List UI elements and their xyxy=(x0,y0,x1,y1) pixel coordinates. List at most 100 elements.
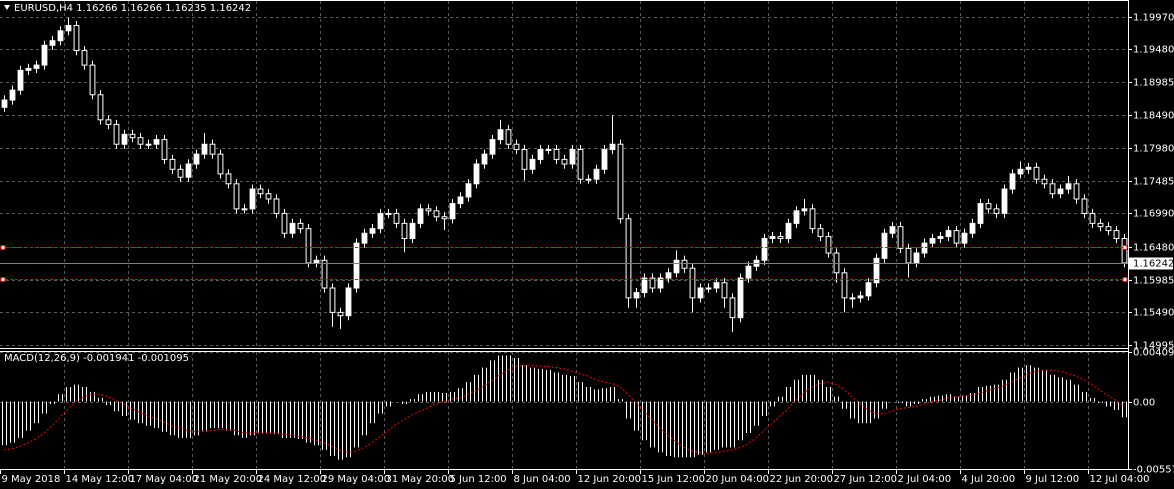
candle-body xyxy=(593,168,600,180)
candle-body xyxy=(49,40,56,46)
indicator-title: MACD(12,26,9) -0.001941 -0.001095 xyxy=(4,353,189,364)
candle-body xyxy=(569,149,576,165)
candle-body xyxy=(105,119,112,125)
y-tick-label: 1.15490 xyxy=(1133,308,1174,319)
candle-body xyxy=(873,257,880,284)
candle-body xyxy=(833,252,840,274)
x-tick-label: 31 May 20:00 xyxy=(386,474,455,485)
candle-body xyxy=(177,168,184,178)
candle-body xyxy=(1073,183,1080,200)
candle-body xyxy=(793,210,800,224)
price-label-box xyxy=(1129,257,1173,270)
candle-body xyxy=(1081,198,1088,214)
candle-body xyxy=(1025,166,1032,170)
candle-body xyxy=(849,297,856,300)
candle-body xyxy=(817,228,824,238)
candle-body xyxy=(409,222,416,240)
candle-body xyxy=(153,139,160,145)
candle-body xyxy=(169,158,176,170)
symbol-menu-arrow[interactable] xyxy=(4,5,10,10)
candle-body xyxy=(537,149,544,160)
candle-body xyxy=(17,69,24,91)
y-tick-label: 1.14995 xyxy=(1133,341,1174,352)
candle-body xyxy=(281,212,288,234)
candle-body xyxy=(953,230,960,244)
x-tick-label: 12 Jun 20:00 xyxy=(578,474,642,485)
level-handle xyxy=(0,277,6,282)
candle-body xyxy=(705,287,712,290)
x-tick-label: 27 Jun 12:00 xyxy=(834,474,898,485)
candle-body xyxy=(721,282,728,299)
candle-body xyxy=(345,287,352,317)
candle-body xyxy=(217,153,224,175)
y-tick-label: 0.004092 xyxy=(1133,348,1174,359)
candle-body xyxy=(425,208,432,212)
candle-body xyxy=(225,173,232,185)
x-tick-label: 14 May 12:00 xyxy=(66,474,135,485)
candle-body xyxy=(809,208,816,230)
candle-body xyxy=(1009,173,1016,190)
level-handle xyxy=(1122,277,1128,282)
candle-body xyxy=(361,232,368,244)
candle-body xyxy=(417,208,424,224)
candle-body xyxy=(553,149,560,160)
candle-body xyxy=(273,198,280,214)
candle-body xyxy=(465,183,472,198)
candle-body xyxy=(985,203,992,210)
x-tick-label: 9 May 2018 xyxy=(2,474,61,485)
candle-body xyxy=(1001,188,1008,214)
candle-body xyxy=(9,89,16,101)
candle-body xyxy=(145,143,152,146)
y-tick-label: 1.17980 xyxy=(1133,144,1174,155)
candle-body xyxy=(801,208,808,212)
x-tick-label: 20 Jun 04:00 xyxy=(706,474,770,485)
candle-body xyxy=(313,259,320,264)
candle-body xyxy=(937,236,944,240)
candle-body xyxy=(961,232,968,244)
x-tick-label: 29 May 04:00 xyxy=(322,474,391,485)
candle-body xyxy=(1121,238,1128,264)
y-tick-label: 1.18490 xyxy=(1133,111,1174,122)
y-tick-label: 1.19970 xyxy=(1133,13,1174,24)
candle-body xyxy=(689,267,696,299)
candle-body xyxy=(193,153,200,165)
candle-body xyxy=(337,311,344,317)
candle-body xyxy=(81,50,88,66)
candle-body xyxy=(1105,226,1112,232)
x-tick-label: 15 Jun 12:00 xyxy=(642,474,706,485)
y-tick-label: 1.16480 xyxy=(1133,243,1174,254)
candle-body xyxy=(513,143,520,151)
candle-body xyxy=(649,277,656,289)
y-tick-label: -0.005576 xyxy=(1133,465,1174,476)
candle-body xyxy=(585,178,592,181)
candle-body xyxy=(473,163,480,185)
candle-body xyxy=(897,226,904,249)
x-tick-label: 12 Jul 04:00 xyxy=(1090,474,1150,485)
candle-body xyxy=(121,133,128,145)
chart-title: EURUSD,H4 1.16266 1.16266 1.16235 1.1624… xyxy=(14,3,251,14)
candle-body xyxy=(41,44,48,66)
candle-body xyxy=(89,64,96,96)
candle-body xyxy=(889,226,896,234)
candle-body xyxy=(137,137,144,145)
candle-body xyxy=(745,265,752,279)
candle-body xyxy=(945,230,952,238)
candle-body xyxy=(33,64,40,69)
candle-body xyxy=(353,242,360,289)
candle-body xyxy=(457,196,464,205)
candle-body xyxy=(529,158,536,170)
y-tick-label: 1.16990 xyxy=(1133,209,1174,220)
candle-body xyxy=(929,238,936,244)
x-tick-label: 21 May 20:00 xyxy=(194,474,263,485)
candle-body xyxy=(65,25,72,32)
candle-body xyxy=(113,123,120,145)
candle-body xyxy=(161,139,168,160)
candle-body xyxy=(769,236,776,240)
candle-body xyxy=(729,297,736,319)
candle-body xyxy=(1065,183,1072,190)
candle-body xyxy=(441,216,448,220)
x-tick-label: 5 Jun 12:00 xyxy=(450,474,507,485)
candle-body xyxy=(969,222,976,234)
candle-body xyxy=(1049,183,1056,195)
